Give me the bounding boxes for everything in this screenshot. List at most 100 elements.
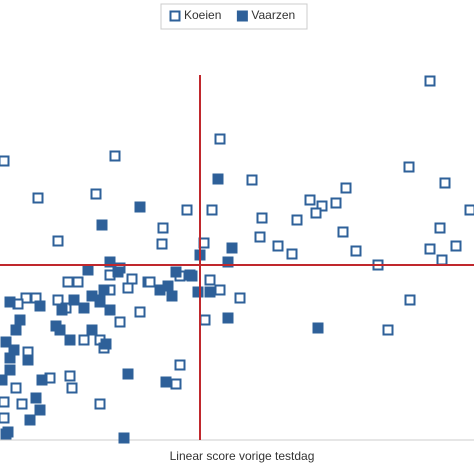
data-point — [226, 242, 238, 254]
data-point — [112, 266, 124, 278]
data-point — [64, 370, 76, 382]
legend-marker — [236, 10, 248, 22]
data-point — [337, 226, 349, 238]
data-point — [4, 352, 16, 364]
data-point — [104, 304, 116, 316]
data-point — [14, 314, 26, 326]
data-point — [144, 276, 156, 288]
data-point — [78, 302, 90, 314]
data-point — [78, 334, 90, 346]
data-point — [450, 240, 462, 252]
data-point — [22, 354, 34, 366]
data-point — [291, 214, 303, 226]
data-point — [100, 338, 112, 350]
data-point — [64, 334, 76, 346]
data-point — [286, 248, 298, 260]
data-point — [0, 412, 10, 424]
data-point — [16, 398, 28, 410]
data-point — [424, 75, 436, 87]
data-point — [0, 336, 12, 348]
data-point — [246, 174, 258, 186]
legend-label: Koeien — [184, 8, 221, 22]
data-point — [214, 284, 226, 296]
data-point — [98, 284, 110, 296]
data-point — [222, 256, 234, 268]
data-point — [86, 290, 98, 302]
data-point — [118, 432, 130, 444]
data-point — [34, 300, 46, 312]
data-point — [382, 324, 394, 336]
data-point — [0, 374, 8, 386]
data-point — [214, 133, 226, 145]
data-point — [94, 398, 106, 410]
data-point — [464, 204, 474, 216]
x-axis-label: Linear score vorige testdag — [170, 449, 315, 463]
data-point — [24, 414, 36, 426]
data-point — [90, 188, 102, 200]
data-point — [54, 324, 66, 336]
data-point — [174, 359, 186, 371]
data-point — [403, 161, 415, 173]
data-point — [222, 312, 234, 324]
data-point — [254, 231, 266, 243]
data-point — [134, 201, 146, 213]
data-point — [184, 269, 196, 281]
data-point — [0, 155, 10, 167]
data-point — [436, 254, 448, 266]
data-point — [156, 238, 168, 250]
data-point — [2, 426, 14, 438]
data-point — [312, 322, 324, 334]
data-point — [36, 374, 48, 386]
data-point — [68, 294, 80, 306]
data-point — [157, 222, 169, 234]
data-point — [204, 274, 216, 286]
data-point — [56, 304, 68, 316]
data-point — [404, 294, 416, 306]
data-point — [10, 324, 22, 336]
data-point — [4, 364, 16, 376]
data-point — [434, 222, 446, 234]
data-point — [199, 314, 211, 326]
data-point — [62, 276, 74, 288]
data-point — [316, 200, 328, 212]
data-point — [192, 286, 204, 298]
data-point — [204, 286, 216, 298]
data-point — [122, 282, 134, 294]
data-point — [86, 324, 98, 336]
data-point — [66, 382, 78, 394]
data-point — [424, 243, 436, 255]
data-point — [234, 292, 246, 304]
data-point — [206, 204, 218, 216]
data-point — [350, 245, 362, 257]
data-point — [181, 204, 193, 216]
data-point — [114, 316, 126, 328]
data-point — [310, 207, 322, 219]
data-point — [4, 296, 16, 308]
data-point — [96, 219, 108, 231]
data-point — [340, 182, 352, 194]
data-point — [162, 280, 174, 292]
data-point — [104, 256, 116, 268]
data-point — [126, 273, 138, 285]
data-point — [160, 376, 172, 388]
data-point — [170, 266, 182, 278]
data-point — [72, 276, 84, 288]
data-point — [256, 212, 268, 224]
data-point — [122, 368, 134, 380]
data-point — [82, 264, 94, 276]
data-point — [10, 382, 22, 394]
legend-marker — [169, 10, 181, 22]
data-point — [272, 240, 284, 252]
data-point — [0, 396, 10, 408]
legend-box — [160, 3, 308, 30]
data-point — [52, 235, 64, 247]
data-point — [304, 194, 316, 206]
data-point — [170, 378, 182, 390]
data-point — [30, 392, 42, 404]
data-point — [212, 173, 224, 185]
data-point — [166, 290, 178, 302]
data-point — [109, 150, 121, 162]
data-point — [32, 192, 44, 204]
data-point — [330, 197, 342, 209]
